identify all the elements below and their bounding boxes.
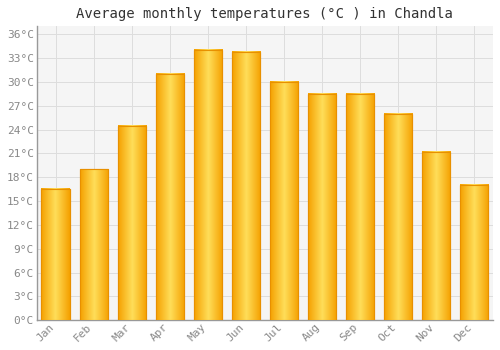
Bar <box>384 114 412 320</box>
Bar <box>156 74 184 320</box>
Title: Average monthly temperatures (°C ) in Chandla: Average monthly temperatures (°C ) in Ch… <box>76 7 454 21</box>
Bar <box>460 185 488 320</box>
Bar <box>80 169 108 320</box>
Bar <box>80 169 108 320</box>
Bar <box>118 126 146 320</box>
Bar <box>194 50 222 320</box>
Bar <box>346 94 374 320</box>
Bar <box>346 94 374 320</box>
Bar <box>308 94 336 320</box>
Bar <box>42 189 70 320</box>
Bar <box>232 52 260 320</box>
Bar <box>232 52 260 320</box>
Bar <box>384 114 412 320</box>
Bar <box>118 126 146 320</box>
Bar <box>460 185 488 320</box>
Bar <box>270 82 298 320</box>
Bar <box>156 74 184 320</box>
Bar <box>270 82 298 320</box>
Bar <box>308 94 336 320</box>
Bar <box>42 189 70 320</box>
Bar <box>422 152 450 320</box>
Bar <box>422 152 450 320</box>
Bar <box>194 50 222 320</box>
